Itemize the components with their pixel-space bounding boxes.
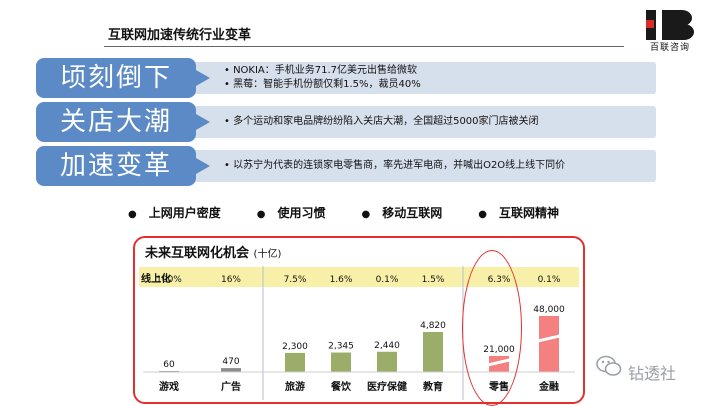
company-logo: [642, 8, 700, 42]
logo-caption: 百联咨询: [649, 43, 690, 53]
online-ratio-label: 1.6%: [330, 275, 353, 285]
online-ratio-label: 0.1%: [376, 275, 399, 285]
ratio-label: 线上化: [141, 272, 171, 285]
row-label: 关店大潮: [36, 102, 196, 142]
bar: [423, 332, 443, 372]
category-label: 金融: [538, 380, 559, 393]
online-ratio-label: 1.5%: [422, 275, 445, 285]
bullet-text: NOKIA：手机业务71.7亿美元出售给微软: [224, 64, 654, 78]
category-label: 广告: [221, 380, 241, 393]
bar: [539, 316, 559, 372]
online-ratio-label: 100%: [156, 275, 182, 285]
online-ratio-label: 0.1%: [538, 275, 561, 285]
arrow-icon: [196, 158, 210, 174]
arrow-icon: [196, 114, 210, 130]
bar: [377, 351, 397, 372]
retail-highlight-oval: [462, 250, 522, 406]
value-label: 2,440: [374, 341, 400, 351]
bullet-text: 以苏宁为代表的连锁家电零售商，率先进军电商，并喊出O2O线上线下同价: [224, 159, 654, 173]
keyword-item: 使用习惯: [257, 204, 325, 221]
panel-unit: (十亿): [253, 249, 282, 260]
keyword-list: 上网用户密度 使用习惯 移动互联网 互联网精神: [128, 204, 628, 221]
bar: [221, 368, 241, 372]
keyword-item: 上网用户密度: [128, 204, 221, 221]
bullet-text: 黑莓：智能手机份额仅剩1.5%，裁员40%: [224, 78, 654, 92]
row-label: 顷刻倒下: [36, 58, 196, 98]
row-store-closures: 关店大潮 多个运动和家电品牌纷纷陷入关店大潮，全国超过5000家门店被关闭: [36, 102, 656, 142]
value-label: 4,820: [420, 321, 446, 331]
slide-title: 互联网加速传统行业变革: [108, 28, 252, 43]
keyword-item: 互联网精神: [478, 204, 559, 221]
category-label: 游戏: [159, 380, 179, 393]
bar: [285, 352, 305, 372]
row-collapse: 顷刻倒下 NOKIA：手机业务71.7亿美元出售给微软 黑莓：智能手机份额仅剩1…: [36, 58, 656, 98]
value-label: 60: [163, 360, 175, 370]
category-label: 餐饮: [330, 380, 352, 393]
panel-title: 未来互联网化机会 (十亿): [145, 242, 281, 261]
value-label: 470: [222, 357, 239, 367]
arrow-icon: [196, 70, 210, 86]
category-label: 教育: [422, 380, 443, 393]
category-label: 医疗保健: [367, 380, 407, 393]
keyword-item: 移动互联网: [362, 204, 442, 221]
online-ratio-label: 7.5%: [284, 275, 307, 285]
online-ratio-label: 16%: [221, 275, 241, 285]
panel-title-text: 未来互联网化机会: [145, 246, 250, 261]
wechat-icon: [596, 355, 622, 376]
bar: [331, 352, 351, 372]
value-label: 2,345: [328, 342, 354, 352]
row-accelerated-change: 加速变革 以苏宁为代表的连锁家电零售商，率先进军电商，并喊出O2O线上线下同价: [36, 146, 656, 186]
bullet-text: 多个运动和家电品牌纷纷陷入关店大潮，全国超过5000家门店被关闭: [224, 115, 654, 129]
value-label: 2,300: [282, 342, 308, 352]
row-label: 加速变革: [36, 146, 196, 186]
watermark-text: 钻透社: [628, 364, 677, 383]
title-underline: [104, 46, 624, 47]
axis-break-mark: [535, 333, 563, 343]
value-label: 48,000: [533, 305, 565, 315]
category-label: 旅游: [285, 380, 305, 393]
